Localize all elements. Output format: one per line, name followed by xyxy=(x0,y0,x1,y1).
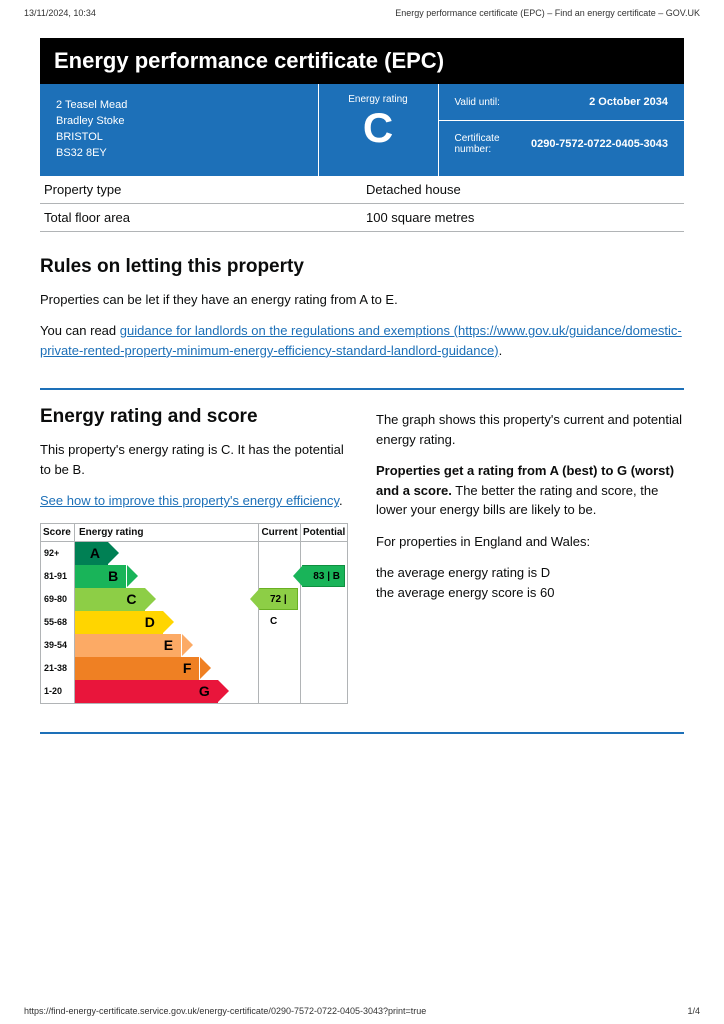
chart-score-range: 81-91 xyxy=(41,565,74,588)
chart-band-label: G xyxy=(199,683,210,699)
chart-header-potential: Potential xyxy=(301,524,347,541)
letting-p2-suffix: . xyxy=(499,343,503,358)
summary-panel: 2 Teasel MeadBradley StokeBRISTOLBS32 8E… xyxy=(40,84,684,176)
chart-header-rating: Energy rating xyxy=(75,524,259,541)
table-row: Total floor area 100 square metres xyxy=(40,203,684,231)
valid-until-value: 2 October 2034 xyxy=(589,96,668,108)
energy-rating-chart: Score Energy rating Current Potential 92… xyxy=(40,523,348,704)
address-line: 2 Teasel Mead xyxy=(56,98,302,114)
section-divider xyxy=(40,732,684,734)
floor-area-value: 100 square metres xyxy=(362,203,684,231)
section-divider xyxy=(40,388,684,390)
floor-area-label: Total floor area xyxy=(40,203,362,231)
chart-band-label: B xyxy=(108,568,118,584)
chart-current-marker: 72 | C xyxy=(259,588,298,610)
landlord-guidance-link[interactable]: guidance for landlords on the regulation… xyxy=(40,323,682,358)
address-line: BRISTOL xyxy=(56,130,302,146)
chart-band-c: C xyxy=(75,588,145,611)
address-line: BS32 8EY xyxy=(56,146,302,162)
print-timestamp: 13/11/2024, 10:34 xyxy=(24,8,96,18)
improve-suffix: . xyxy=(339,493,343,508)
chart-score-range: 55-68 xyxy=(41,611,74,634)
average-stats: the average energy rating is D the avera… xyxy=(376,563,684,602)
chart-band-d: D xyxy=(75,611,163,634)
page-title: Energy performance certificate (EPC) xyxy=(40,38,684,84)
letting-paragraph-1: Properties can be let if they have an en… xyxy=(40,290,684,310)
letting-p2-prefix: You can read xyxy=(40,323,120,338)
footer-url: https://find-energy-certificate.service.… xyxy=(24,1006,426,1016)
print-page-title: Energy performance certificate (EPC) – F… xyxy=(395,8,700,18)
energy-rating-letter: C xyxy=(327,107,430,149)
chart-header-current: Current xyxy=(259,524,301,541)
improve-efficiency-link[interactable]: See how to improve this property's energ… xyxy=(40,493,339,508)
chart-score-range: 39-54 xyxy=(41,634,74,657)
chart-potential-marker: 83 | B xyxy=(302,565,345,587)
table-row: Property type Detached house xyxy=(40,176,684,204)
avg-score: the average energy score is 60 xyxy=(376,585,555,600)
letting-heading: Rules on letting this property xyxy=(40,256,684,278)
chart-band-label: E xyxy=(164,637,173,653)
avg-rating: the average energy rating is D xyxy=(376,565,550,580)
chart-band-f: F xyxy=(75,657,199,680)
chart-band-label: F xyxy=(183,660,192,676)
certificate-number-label: Certificate number: xyxy=(455,133,531,155)
chart-header-score: Score xyxy=(41,524,75,541)
property-table: Property type Detached house Total floor… xyxy=(40,176,684,232)
letting-paragraph-2: You can read guidance for landlords on t… xyxy=(40,321,684,360)
rating-explanation: Properties get a rating from A (best) to… xyxy=(376,461,684,520)
chart-band-g: G xyxy=(75,680,218,703)
chart-band-e: E xyxy=(75,634,181,657)
energy-rating-cell: Energy rating C xyxy=(319,84,439,176)
footer-page-number: 1/4 xyxy=(687,1006,700,1016)
chart-band-a: A xyxy=(75,542,108,565)
chart-band-b: B xyxy=(75,565,126,588)
address-line: Bradley Stoke xyxy=(56,114,302,130)
graph-description: The graph shows this property's current … xyxy=(376,410,684,449)
chart-band-label: D xyxy=(145,614,155,630)
chart-score-range: 92+ xyxy=(41,542,74,565)
chart-score-range: 69-80 xyxy=(41,588,74,611)
address-block: 2 Teasel MeadBradley StokeBRISTOLBS32 8E… xyxy=(40,84,319,176)
rating-summary-text: This property's energy rating is C. It h… xyxy=(40,440,348,479)
property-type-label: Property type xyxy=(40,176,362,204)
certificate-number-row: Certificate number: 0290-7572-0722-0405-… xyxy=(439,121,685,167)
valid-until-label: Valid until: xyxy=(455,97,590,108)
england-wales-intro: For properties in England and Wales: xyxy=(376,532,684,552)
chart-band-label: A xyxy=(90,545,100,561)
chart-score-range: 1-20 xyxy=(41,680,74,703)
property-type-value: Detached house xyxy=(362,176,684,204)
chart-band-label: C xyxy=(126,591,136,607)
certificate-number-value: 0290-7572-0722-0405-3043 xyxy=(531,138,668,150)
rating-heading: Energy rating and score xyxy=(40,406,348,428)
valid-until-row: Valid until: 2 October 2034 xyxy=(439,84,685,121)
chart-score-range: 21-38 xyxy=(41,657,74,680)
